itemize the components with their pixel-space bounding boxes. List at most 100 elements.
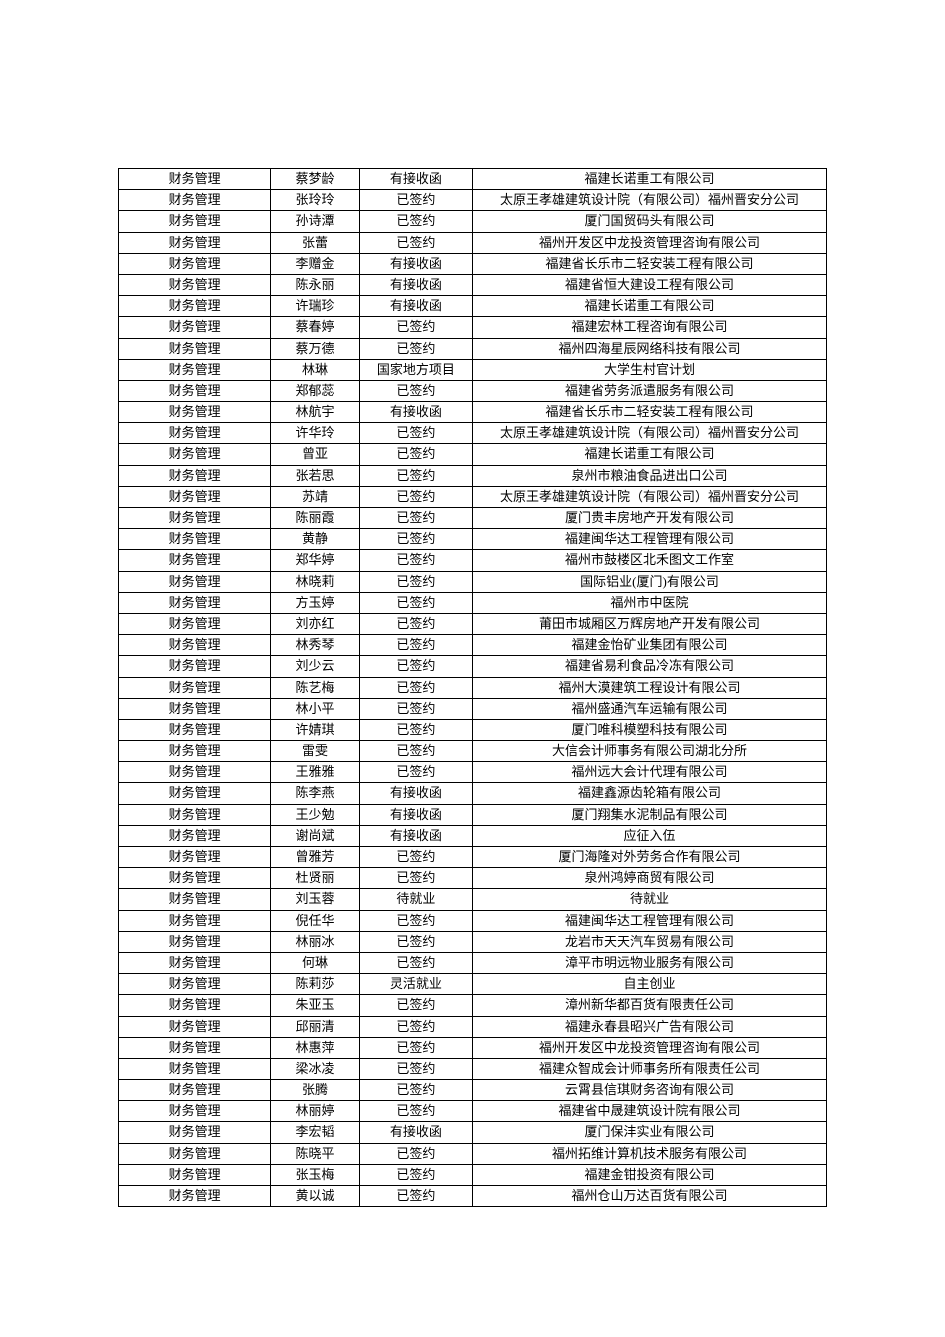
cell-company: 龙岩市天天汽车贸易有限公司 <box>472 931 826 952</box>
cell-company: 福州盛通汽车运输有限公司 <box>472 698 826 719</box>
table-row: 财务管理陈永丽有接收函福建省恒大建设工程有限公司 <box>119 274 827 295</box>
cell-major: 财务管理 <box>119 571 271 592</box>
cell-major: 财务管理 <box>119 635 271 656</box>
cell-name: 张玲玲 <box>271 190 360 211</box>
table-body: 财务管理蔡梦龄有接收函福建长诺重工有限公司财务管理张玲玲已签约太原王孝雄建筑设计… <box>119 169 827 1207</box>
cell-major: 财务管理 <box>119 465 271 486</box>
cell-major: 财务管理 <box>119 444 271 465</box>
cell-major: 财务管理 <box>119 1080 271 1101</box>
cell-name: 陈艺梅 <box>271 677 360 698</box>
cell-status: 有接收函 <box>359 783 472 804</box>
cell-status: 已签约 <box>359 317 472 338</box>
cell-name: 朱亚玉 <box>271 995 360 1016</box>
cell-status: 已签约 <box>359 423 472 444</box>
table-row: 财务管理张蕾已签约福州开发区中龙投资管理咨询有限公司 <box>119 232 827 253</box>
cell-company: 太原王孝雄建筑设计院（有限公司）福州晋安分公司 <box>472 190 826 211</box>
cell-major: 财务管理 <box>119 952 271 973</box>
cell-status: 已签约 <box>359 910 472 931</box>
cell-major: 财务管理 <box>119 825 271 846</box>
cell-name: 方玉婷 <box>271 592 360 613</box>
cell-company: 福建众智成会计师事务所有限责任公司 <box>472 1058 826 1079</box>
cell-company: 福建闽华达工程管理有限公司 <box>472 529 826 550</box>
cell-status: 已签约 <box>359 656 472 677</box>
cell-name: 黄静 <box>271 529 360 550</box>
cell-status: 已签约 <box>359 1143 472 1164</box>
cell-status: 有接收函 <box>359 274 472 295</box>
cell-name: 林小平 <box>271 698 360 719</box>
cell-status: 有接收函 <box>359 1122 472 1143</box>
cell-name: 黄以诚 <box>271 1186 360 1207</box>
cell-company: 太原王孝雄建筑设计院（有限公司）福州晋安分公司 <box>472 423 826 444</box>
cell-company: 厦门贵丰房地产开发有限公司 <box>472 508 826 529</box>
table-row: 财务管理张腾已签约云霄县信琪财务咨询有限公司 <box>119 1080 827 1101</box>
cell-major: 财务管理 <box>119 253 271 274</box>
table-row: 财务管理陈莉莎灵活就业自主创业 <box>119 974 827 995</box>
cell-status: 已签约 <box>359 592 472 613</box>
table-row: 财务管理曾雅芳已签约厦门海隆对外劳务合作有限公司 <box>119 847 827 868</box>
cell-status: 已签约 <box>359 613 472 634</box>
table-row: 财务管理黄以诚已签约福州仓山万达百货有限公司 <box>119 1186 827 1207</box>
cell-company: 厦门唯科模塑科技有限公司 <box>472 719 826 740</box>
table-row: 财务管理孙诗潭已签约厦门国贸码头有限公司 <box>119 211 827 232</box>
cell-status: 已签约 <box>359 232 472 253</box>
cell-name: 林晓莉 <box>271 571 360 592</box>
cell-company: 福建省中晟建筑设计院有限公司 <box>472 1101 826 1122</box>
cell-name: 林丽冰 <box>271 931 360 952</box>
cell-name: 何琳 <box>271 952 360 973</box>
table-row: 财务管理陈丽霞已签约厦门贵丰房地产开发有限公司 <box>119 508 827 529</box>
cell-name: 林丽婷 <box>271 1101 360 1122</box>
cell-name: 刘玉蓉 <box>271 889 360 910</box>
table-row: 财务管理刘玉蓉待就业待就业 <box>119 889 827 910</box>
cell-company: 福州开发区中龙投资管理咨询有限公司 <box>472 232 826 253</box>
cell-company: 国际铝业(厦门)有限公司 <box>472 571 826 592</box>
cell-major: 财务管理 <box>119 232 271 253</box>
cell-major: 财务管理 <box>119 190 271 211</box>
cell-status: 已签约 <box>359 698 472 719</box>
cell-major: 财务管理 <box>119 698 271 719</box>
cell-name: 林惠萍 <box>271 1037 360 1058</box>
cell-major: 财务管理 <box>119 1058 271 1079</box>
table-row: 财务管理林丽婷已签约福建省中晟建筑设计院有限公司 <box>119 1101 827 1122</box>
cell-company: 福建省长乐市二轻安装工程有限公司 <box>472 402 826 423</box>
cell-major: 财务管理 <box>119 550 271 571</box>
table-row: 财务管理许瑞珍有接收函福建长诺重工有限公司 <box>119 296 827 317</box>
cell-company: 福州市中医院 <box>472 592 826 613</box>
cell-major: 财务管理 <box>119 486 271 507</box>
cell-status: 已签约 <box>359 486 472 507</box>
cell-status: 已签约 <box>359 380 472 401</box>
table-row: 财务管理李赠金有接收函福建省长乐市二轻安装工程有限公司 <box>119 253 827 274</box>
cell-name: 刘亦红 <box>271 613 360 634</box>
cell-major: 财务管理 <box>119 1122 271 1143</box>
cell-company: 大信会计师事务有限公司湖北分所 <box>472 741 826 762</box>
cell-company: 泉州鸿婷商贸有限公司 <box>472 868 826 889</box>
cell-company: 福州大漠建筑工程设计有限公司 <box>472 677 826 698</box>
cell-status: 有接收函 <box>359 825 472 846</box>
cell-status: 已签约 <box>359 190 472 211</box>
cell-name: 刘少云 <box>271 656 360 677</box>
table-row: 财务管理郑郁蕊已签约福建省劳务派遣服务有限公司 <box>119 380 827 401</box>
cell-name: 陈晓平 <box>271 1143 360 1164</box>
cell-major: 财务管理 <box>119 783 271 804</box>
cell-major: 财务管理 <box>119 847 271 868</box>
cell-major: 财务管理 <box>119 1016 271 1037</box>
cell-status: 待就业 <box>359 889 472 910</box>
cell-company: 漳平市明远物业服务有限公司 <box>472 952 826 973</box>
table-row: 财务管理林丽冰已签约龙岩市天天汽车贸易有限公司 <box>119 931 827 952</box>
cell-company: 云霄县信琪财务咨询有限公司 <box>472 1080 826 1101</box>
cell-status: 已签约 <box>359 444 472 465</box>
cell-status: 有接收函 <box>359 169 472 190</box>
table-row: 财务管理许华玲已签约太原王孝雄建筑设计院（有限公司）福州晋安分公司 <box>119 423 827 444</box>
table-row: 财务管理张若思已签约泉州市粮油食品进出口公司 <box>119 465 827 486</box>
cell-major: 财务管理 <box>119 296 271 317</box>
cell-company: 福建长诺重工有限公司 <box>472 296 826 317</box>
cell-status: 已签约 <box>359 995 472 1016</box>
cell-major: 财务管理 <box>119 910 271 931</box>
cell-name: 苏靖 <box>271 486 360 507</box>
cell-name: 林琳 <box>271 359 360 380</box>
table-row: 财务管理苏靖已签约太原王孝雄建筑设计院（有限公司）福州晋安分公司 <box>119 486 827 507</box>
cell-company: 莆田市城厢区万辉房地产开发有限公司 <box>472 613 826 634</box>
cell-status: 已签约 <box>359 762 472 783</box>
cell-status: 已签约 <box>359 677 472 698</box>
cell-status: 已签约 <box>359 741 472 762</box>
cell-status: 已签约 <box>359 635 472 656</box>
